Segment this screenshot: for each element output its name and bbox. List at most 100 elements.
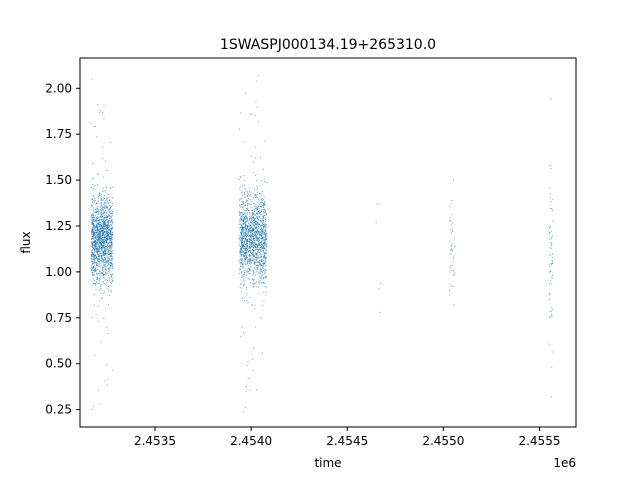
data-point (98, 244, 100, 246)
data-point (247, 269, 249, 271)
data-point (256, 248, 258, 250)
data-point (253, 251, 255, 253)
data-point (107, 236, 109, 238)
data-point (103, 226, 105, 228)
data-point (100, 194, 102, 196)
data-point (550, 243, 552, 245)
data-point (265, 258, 267, 260)
data-point (96, 278, 98, 280)
data-point (102, 245, 104, 247)
data-point (96, 228, 98, 230)
data-point (256, 106, 258, 108)
data-point (243, 283, 245, 285)
data-point (93, 219, 95, 221)
data-point (552, 261, 554, 263)
data-point (551, 277, 553, 279)
data-point (265, 294, 267, 296)
data-point (253, 239, 255, 241)
data-point (106, 205, 108, 207)
data-point (246, 228, 248, 230)
data-point (241, 276, 243, 278)
data-point (96, 276, 98, 278)
data-point (449, 229, 451, 231)
data-point (252, 243, 254, 245)
data-point (451, 265, 453, 266)
data-point (104, 261, 106, 263)
data-point (247, 234, 249, 236)
data-point (111, 266, 113, 268)
data-point (549, 298, 551, 300)
data-point (263, 263, 265, 265)
data-point (103, 247, 105, 249)
data-point (261, 238, 263, 240)
data-point (551, 311, 553, 313)
data-point (239, 211, 241, 213)
x-tick-label: 2.4545 (326, 434, 368, 448)
data-point (246, 191, 248, 193)
data-point (262, 282, 264, 284)
data-point (104, 210, 106, 212)
x-tick-label: 2.4540 (230, 434, 272, 448)
data-point (255, 221, 257, 223)
data-point (96, 256, 98, 258)
data-point (551, 260, 553, 262)
data-point (105, 266, 107, 268)
data-point (93, 253, 95, 255)
data-point (259, 192, 261, 194)
data-point (239, 200, 241, 202)
data-point (112, 219, 114, 221)
data-point (95, 226, 97, 228)
data-point (92, 238, 94, 240)
data-point (241, 272, 243, 274)
data-point (109, 224, 111, 226)
data-point (252, 224, 254, 226)
data-point (100, 284, 102, 286)
data-point (250, 266, 252, 268)
data-point (100, 264, 102, 266)
data-point (245, 237, 247, 239)
data-point (91, 218, 93, 220)
data-point (109, 211, 111, 213)
data-point (256, 259, 258, 261)
data-point (101, 259, 103, 261)
data-point (239, 266, 241, 268)
data-point (91, 256, 93, 258)
data-point (99, 219, 101, 221)
data-point (244, 243, 246, 245)
data-point (91, 264, 93, 266)
data-point (257, 256, 259, 258)
data-point (255, 252, 257, 254)
data-point (103, 250, 105, 252)
data-point (265, 250, 267, 252)
data-point (251, 241, 253, 243)
data-point (249, 227, 251, 229)
data-point (93, 254, 95, 256)
data-point (244, 273, 246, 275)
data-point (255, 223, 257, 225)
data-point (106, 219, 108, 221)
data-point (94, 198, 96, 200)
data-point (108, 214, 110, 216)
data-point (259, 248, 261, 250)
data-point (263, 245, 265, 247)
data-point (239, 213, 241, 215)
data-point (245, 230, 247, 232)
data-point (254, 274, 256, 276)
data-point (240, 283, 242, 285)
data-point (241, 239, 243, 241)
data-point (99, 244, 101, 246)
data-point (105, 206, 107, 208)
data-point (256, 216, 258, 218)
data-point (246, 207, 248, 209)
data-point (258, 206, 260, 207)
data-point (255, 247, 256, 249)
data-point (256, 255, 258, 257)
data-point (453, 304, 455, 306)
data-point (91, 241, 93, 243)
data-point (252, 252, 254, 254)
data-point (242, 260, 244, 262)
data-point (240, 175, 242, 177)
data-point (92, 177, 94, 179)
data-point (101, 252, 103, 254)
data-point (111, 276, 113, 278)
